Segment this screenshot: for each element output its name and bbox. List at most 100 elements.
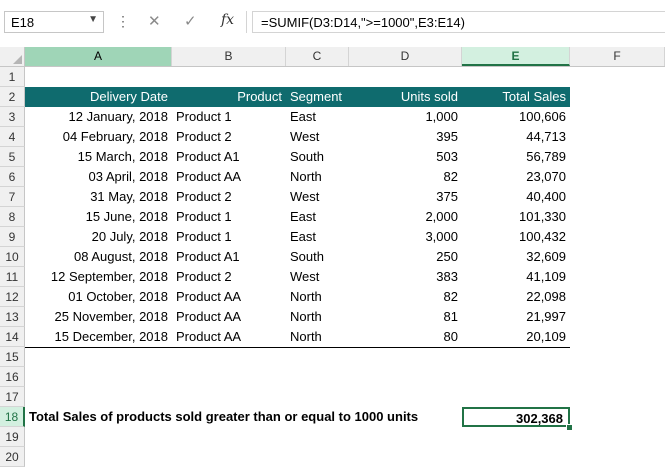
column-header-c[interactable]: C <box>286 47 349 66</box>
cell-total-sales[interactable]: 100,432 <box>519 229 566 244</box>
cell-total-sales[interactable]: 23,070 <box>526 169 566 184</box>
cell-units-sold[interactable]: 82 <box>443 289 458 304</box>
cell-total-sales[interactable]: 101,330 <box>519 209 566 224</box>
column-header-b[interactable]: B <box>172 47 286 66</box>
cell-total-sales[interactable]: 41,109 <box>526 269 566 284</box>
cell-segment[interactable]: West <box>290 129 320 144</box>
cell-total-sales[interactable]: 22,098 <box>526 289 566 304</box>
cell-total-sales[interactable]: 20,109 <box>526 329 566 344</box>
row-header-8[interactable]: 8 <box>0 207 25 227</box>
row-header-9[interactable]: 9 <box>0 227 25 247</box>
row-header-17[interactable]: 17 <box>0 387 25 407</box>
check-icon[interactable]: ✓ <box>184 13 197 30</box>
cell-product[interactable]: Product AA <box>176 169 242 184</box>
column-header-a[interactable]: A <box>25 47 172 66</box>
cell-product[interactable]: Product A1 <box>176 249 240 264</box>
row-header-13[interactable]: 13 <box>0 307 25 327</box>
cell-total-sales[interactable]: 100,606 <box>519 109 566 124</box>
header-units-sold[interactable]: Units sold <box>400 89 458 104</box>
row-header-12[interactable]: 12 <box>0 287 25 307</box>
cell-segment[interactable]: South <box>290 249 324 264</box>
cell-delivery-date[interactable]: 20 July, 2018 <box>91 229 168 244</box>
cell-product[interactable]: Product AA <box>176 329 242 344</box>
column-header-e[interactable]: E <box>462 47 570 66</box>
cell-product[interactable]: Product AA <box>176 289 242 304</box>
header-product[interactable]: Product <box>237 89 282 104</box>
cell-product[interactable]: Product 2 <box>176 189 232 204</box>
cell-product[interactable]: Product 2 <box>176 269 232 284</box>
row-header-4[interactable]: 4 <box>0 127 25 147</box>
header-total-sales[interactable]: Total Sales <box>502 89 566 104</box>
row-header-19[interactable]: 19 <box>0 427 25 447</box>
cell-units-sold[interactable]: 2,000 <box>425 209 458 224</box>
total-value-cell[interactable]: 302,368 <box>462 407 570 427</box>
row-header-5[interactable]: 5 <box>0 147 25 167</box>
cell-delivery-date[interactable]: 15 March, 2018 <box>77 149 168 164</box>
cell-delivery-date[interactable]: 12 January, 2018 <box>68 109 169 124</box>
cell-units-sold[interactable]: 395 <box>436 129 458 144</box>
more-options-icon[interactable]: ⋮ <box>116 13 130 29</box>
cell-total-sales[interactable]: 21,997 <box>526 309 566 324</box>
cell-segment[interactable]: West <box>290 189 320 204</box>
cell-delivery-date[interactable]: 04 February, 2018 <box>62 129 168 144</box>
cell-total-sales[interactable]: 32,609 <box>526 249 566 264</box>
cell-product[interactable]: Product 1 <box>176 229 232 244</box>
cell-delivery-date[interactable]: 01 October, 2018 <box>68 289 168 304</box>
cell-segment[interactable]: North <box>290 289 322 304</box>
row-header-6[interactable]: 6 <box>0 167 25 187</box>
cell-total-sales[interactable]: 40,400 <box>526 189 566 204</box>
name-box[interactable]: E18 ▼ <box>4 11 104 33</box>
header-segment[interactable]: Segment <box>290 89 343 104</box>
chevron-down-icon[interactable]: ▼ <box>88 14 98 25</box>
cell-total-sales[interactable]: 44,713 <box>526 129 566 144</box>
formula-input[interactable]: =SUMIF(D3:D14,">=1000",E3:E14) <box>252 11 665 33</box>
cell-units-sold[interactable]: 80 <box>443 329 458 344</box>
cell-units-sold[interactable]: 503 <box>436 149 458 164</box>
cell-product[interactable]: Product A1 <box>176 149 240 164</box>
cell-product[interactable]: Product AA <box>176 309 242 324</box>
cell-segment[interactable]: East <box>290 109 317 124</box>
row-header-2[interactable]: 2 <box>0 87 25 107</box>
cell-segment[interactable]: North <box>290 169 322 184</box>
cell-product[interactable]: Product 1 <box>176 109 232 124</box>
cell-segment[interactable]: East <box>290 209 317 224</box>
select-all-button[interactable] <box>0 47 25 66</box>
cell-segment[interactable]: West <box>290 269 320 284</box>
row-header-7[interactable]: 7 <box>0 187 25 207</box>
cell-segment[interactable]: South <box>290 149 324 164</box>
cell-delivery-date[interactable]: 31 May, 2018 <box>90 189 168 204</box>
cell-delivery-date[interactable]: 12 September, 2018 <box>50 269 168 284</box>
row-header-14[interactable]: 14 <box>0 327 25 347</box>
cell-total-sales[interactable]: 56,789 <box>526 149 566 164</box>
cell-delivery-date[interactable]: 15 June, 2018 <box>85 209 168 224</box>
cell-units-sold[interactable]: 375 <box>436 189 458 204</box>
cell-units-sold[interactable]: 81 <box>443 309 458 324</box>
header-delivery-date[interactable]: Delivery Date <box>89 89 168 104</box>
cell-delivery-date[interactable]: 15 December, 2018 <box>54 329 168 344</box>
cell-units-sold[interactable]: 1,000 <box>425 109 458 124</box>
cell-segment[interactable]: North <box>290 309 322 324</box>
column-header-f[interactable]: F <box>570 47 665 66</box>
cancel-icon[interactable]: ✕ <box>148 13 161 30</box>
row-header-1[interactable]: 1 <box>0 67 25 87</box>
cell-delivery-date[interactable]: 25 November, 2018 <box>54 309 168 324</box>
cell-delivery-date[interactable]: 08 August, 2018 <box>74 249 168 264</box>
row-header-18[interactable]: 18 <box>0 407 25 427</box>
cell-units-sold[interactable]: 82 <box>443 169 458 184</box>
cell-units-sold[interactable]: 383 <box>436 269 458 284</box>
row-header-16[interactable]: 16 <box>0 367 25 387</box>
cell-units-sold[interactable]: 250 <box>436 249 458 264</box>
cell-product[interactable]: Product 1 <box>176 209 232 224</box>
total-label[interactable]: Total Sales of products sold greater tha… <box>29 409 419 424</box>
row-header-11[interactable]: 11 <box>0 267 25 287</box>
cell-segment[interactable]: East <box>290 229 317 244</box>
row-header-3[interactable]: 3 <box>0 107 25 127</box>
insert-function-icon[interactable]: fx <box>221 12 235 28</box>
row-header-10[interactable]: 10 <box>0 247 25 267</box>
cell-delivery-date[interactable]: 03 April, 2018 <box>88 169 168 184</box>
row-header-15[interactable]: 15 <box>0 347 25 367</box>
cell-units-sold[interactable]: 3,000 <box>425 229 458 244</box>
row-header-20[interactable]: 20 <box>0 447 25 467</box>
column-header-d[interactable]: D <box>349 47 462 66</box>
cell-segment[interactable]: North <box>290 329 322 344</box>
